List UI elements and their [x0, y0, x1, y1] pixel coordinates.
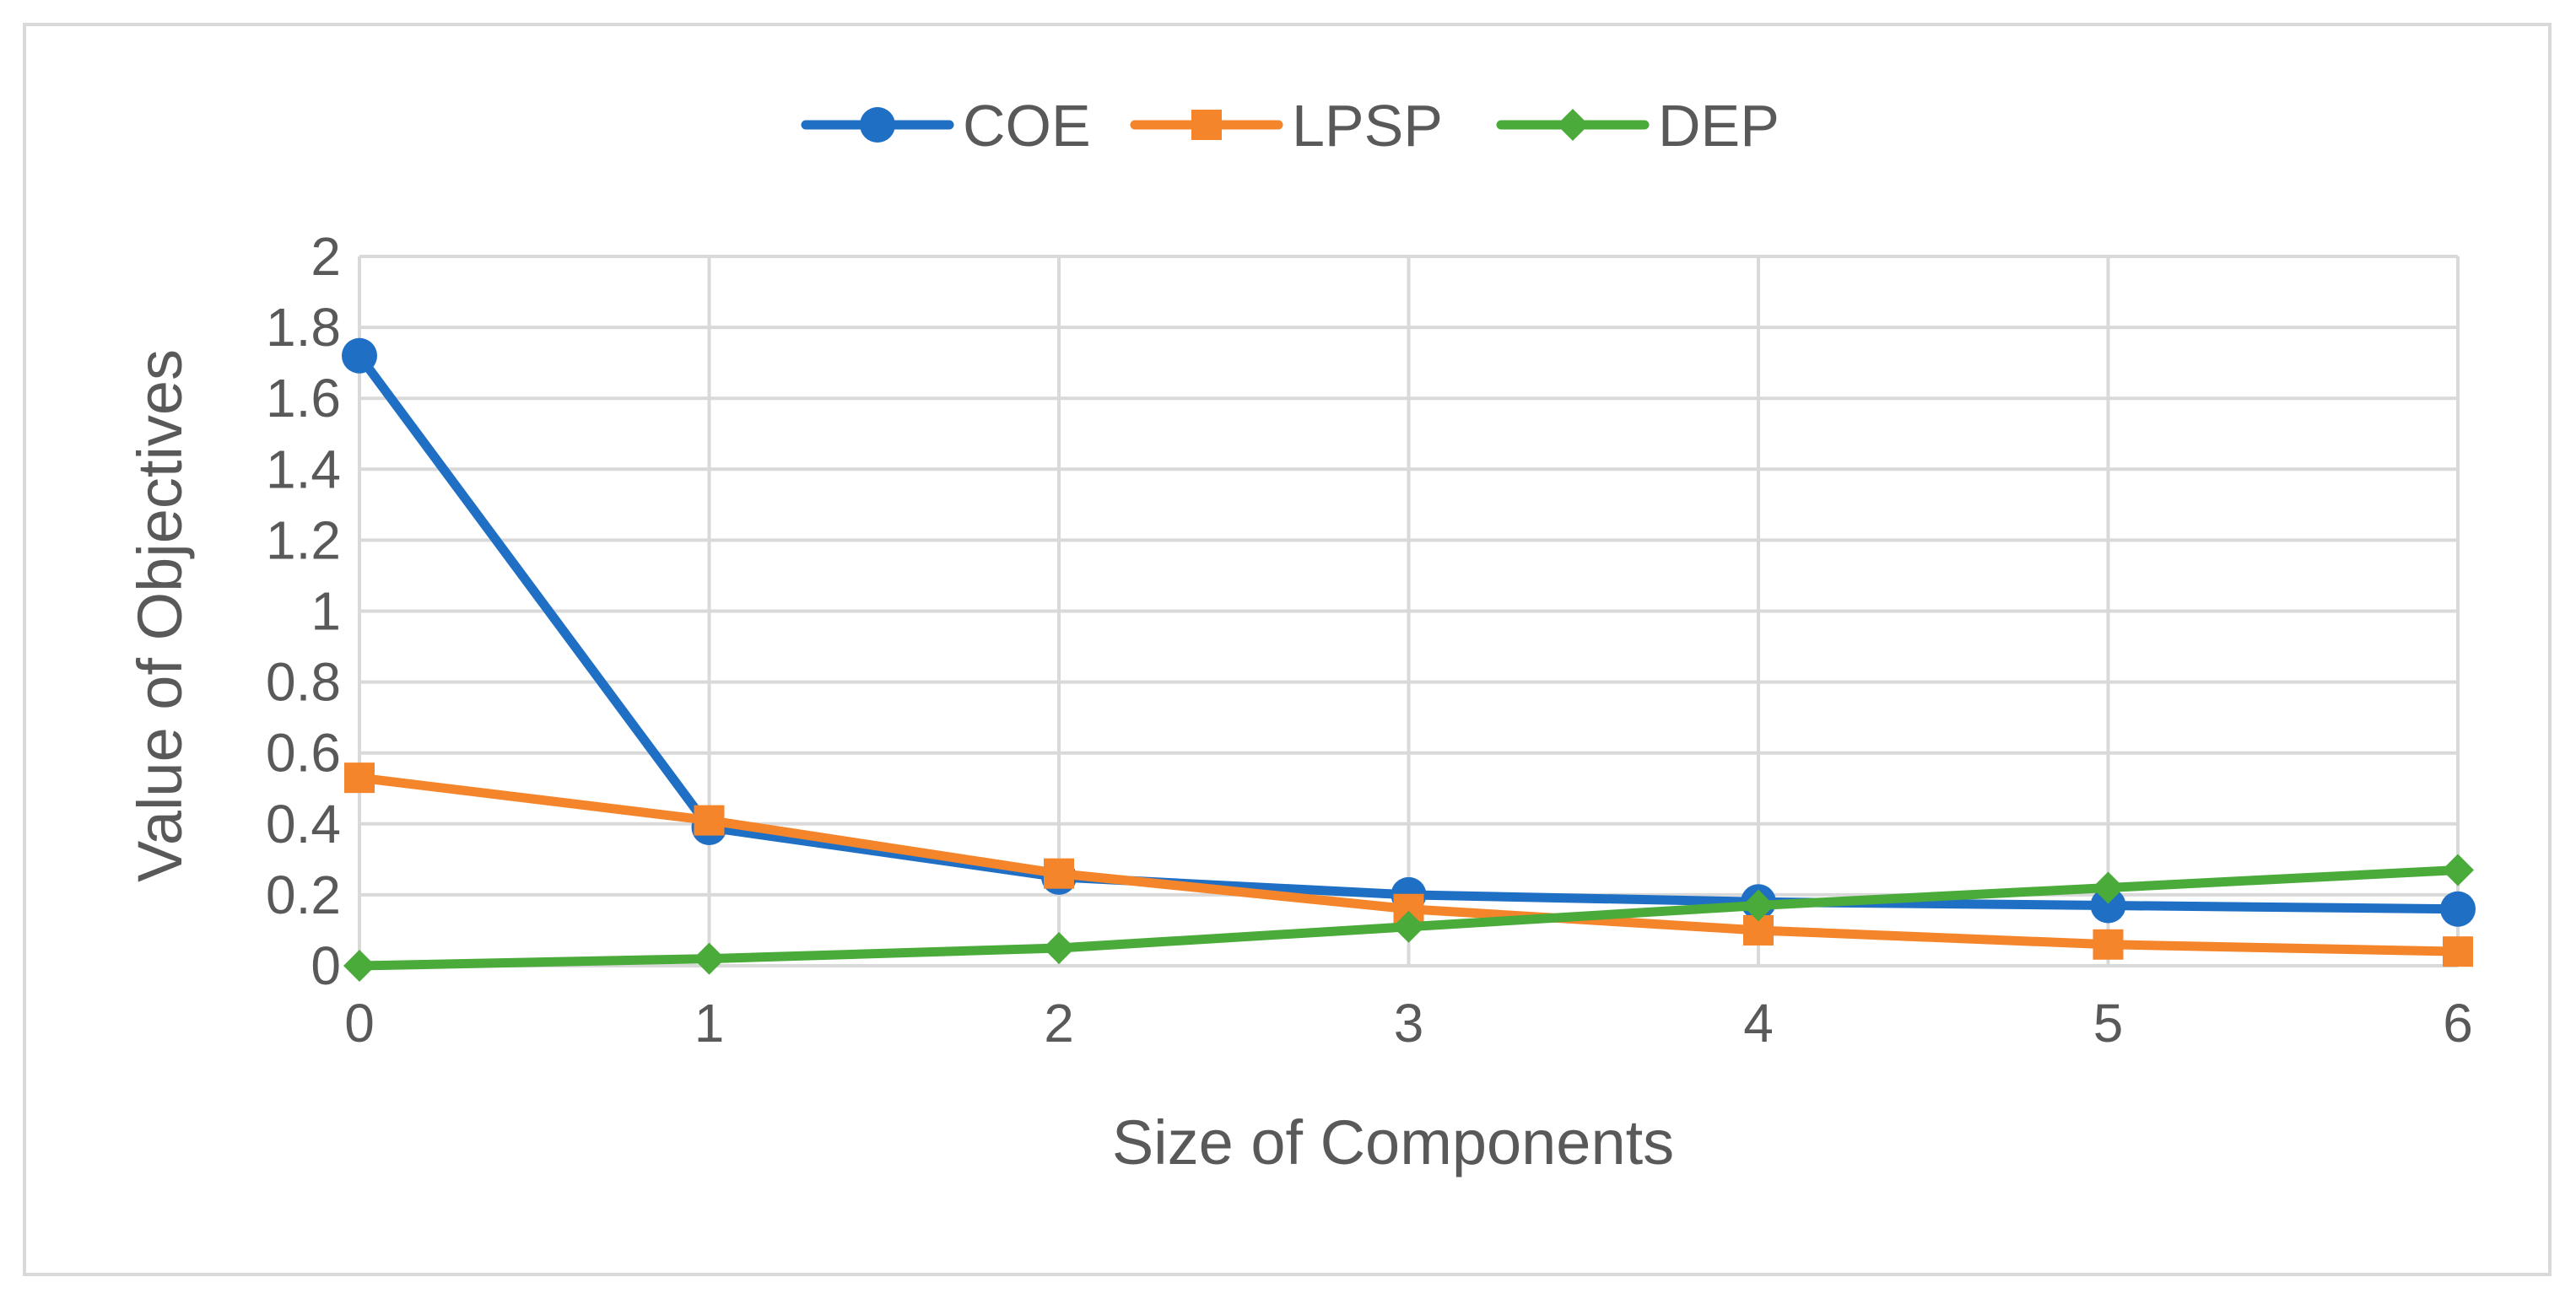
chart-border	[23, 23, 2552, 1276]
x-tick-label: 3	[1394, 993, 1424, 1053]
y-tick-labels: 0 0.2 0.4 0.6 0.8 1 1.2 1.4 1.6 1.8 2	[266, 226, 341, 996]
y-tick-label: 1.4	[266, 439, 341, 499]
y-tick-label: 0	[311, 935, 341, 996]
legend-label-lpsp: LPSP	[1292, 93, 1443, 159]
legend-item-coe: COE	[801, 93, 1091, 159]
data-point-dep	[1392, 910, 1425, 943]
data-point-lpsp	[2093, 929, 2124, 960]
x-axis-title: Size of Components	[1112, 1107, 1674, 1177]
y-tick-label: 0.4	[266, 794, 341, 854]
data-point-dep	[2442, 854, 2474, 886]
series-dep	[343, 854, 2474, 982]
data-point-dep	[693, 942, 726, 975]
data-point-lpsp	[344, 762, 375, 794]
y-tick-label: 0.6	[266, 723, 341, 784]
y-tick-label: 1.2	[266, 509, 341, 570]
data-point-dep	[1043, 931, 1075, 964]
x-tick-labels: 0 1 2 3 4 5 6	[344, 993, 2473, 1053]
legend-item-lpsp: LPSP	[1130, 93, 1443, 159]
legend-label-dep: DEP	[1658, 93, 1779, 159]
x-tick-label: 1	[694, 993, 725, 1053]
legend-label-coe: COE	[963, 93, 1091, 159]
series-group	[342, 337, 2476, 982]
legend-item-dep: DEP	[1496, 93, 1779, 159]
data-point-lpsp	[694, 805, 725, 836]
y-tick-label: 1.8	[266, 297, 341, 358]
data-point-dep	[343, 950, 375, 982]
grid-lines	[358, 255, 2460, 967]
data-point-lpsp	[1044, 858, 1074, 889]
legend-marker-dep	[1557, 109, 1589, 141]
legend-marker-coe	[860, 107, 895, 143]
y-tick-label: 1	[311, 581, 341, 642]
data-point-coe	[2090, 887, 2126, 924]
data-point-dep	[1742, 889, 1774, 922]
y-tick-label: 0.8	[266, 652, 341, 713]
y-tick-label: 1.6	[266, 368, 341, 428]
x-tick-label: 2	[1044, 993, 1074, 1053]
data-point-lpsp	[2443, 936, 2473, 967]
data-point-coe	[342, 337, 377, 374]
legend-marker-lpsp	[1191, 110, 1222, 140]
legend: COE LPSP DEP	[801, 93, 1779, 159]
y-axis-title: Value of Objectives	[125, 349, 195, 882]
x-tick-label: 6	[2443, 993, 2473, 1053]
y-tick-label: 2	[311, 226, 341, 287]
y-tick-label: 0.2	[266, 865, 341, 925]
x-tick-label: 5	[2093, 993, 2124, 1053]
x-tick-label: 0	[344, 993, 375, 1053]
data-point-coe	[2440, 891, 2476, 927]
x-tick-label: 4	[1743, 993, 1774, 1053]
data-point-dep	[2092, 871, 2125, 904]
